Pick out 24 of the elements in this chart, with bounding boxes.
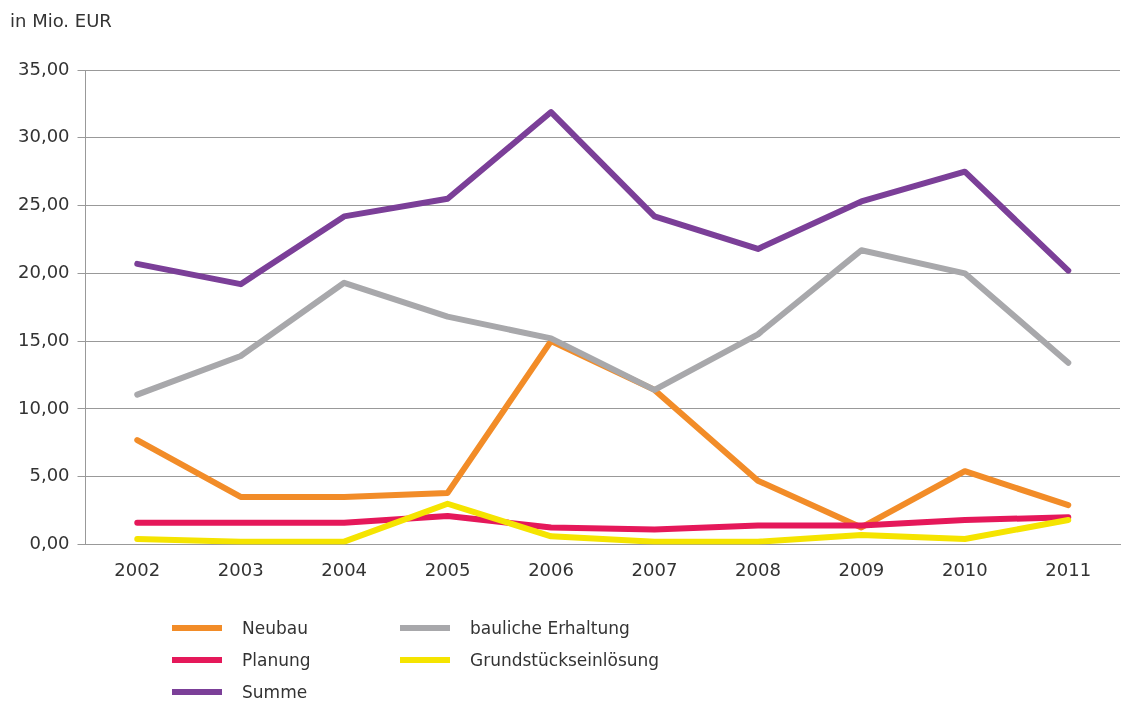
y-tick-label: 5,00	[29, 464, 70, 486]
x-tick-label: 2009	[838, 558, 885, 580]
x-tick-label: 2003	[217, 558, 264, 580]
x-tick-label: 2011	[1045, 558, 1092, 580]
y-tick-label: 10,00	[18, 396, 70, 418]
x-tick-label: 2006	[528, 558, 574, 580]
y-tick-label: 15,00	[18, 328, 70, 350]
y-tick-label: 20,00	[18, 260, 70, 282]
x-tick-label: 2005	[424, 558, 471, 580]
x-tick-label: 2010	[941, 558, 988, 580]
y-axis-title: in Mio. EUR	[10, 10, 112, 31]
y-tick-label: 25,00	[18, 193, 70, 215]
legend-label: Grundstückseinlösung	[470, 650, 660, 670]
legend-label: Planung	[242, 650, 311, 670]
legend-label: Neubau	[242, 618, 308, 638]
legend-label: bauliche Erhaltung	[470, 618, 630, 638]
y-tick-label: 0,00	[29, 532, 70, 554]
x-tick-label: 2007	[631, 558, 678, 580]
y-tick-label: 35,00	[18, 57, 70, 79]
y-tick-label: 30,00	[18, 125, 70, 147]
x-tick-label: 2008	[735, 558, 781, 580]
x-tick-label: 2002	[114, 558, 161, 580]
legend-label: Summe	[242, 682, 308, 702]
x-tick-label: 2004	[321, 558, 368, 580]
